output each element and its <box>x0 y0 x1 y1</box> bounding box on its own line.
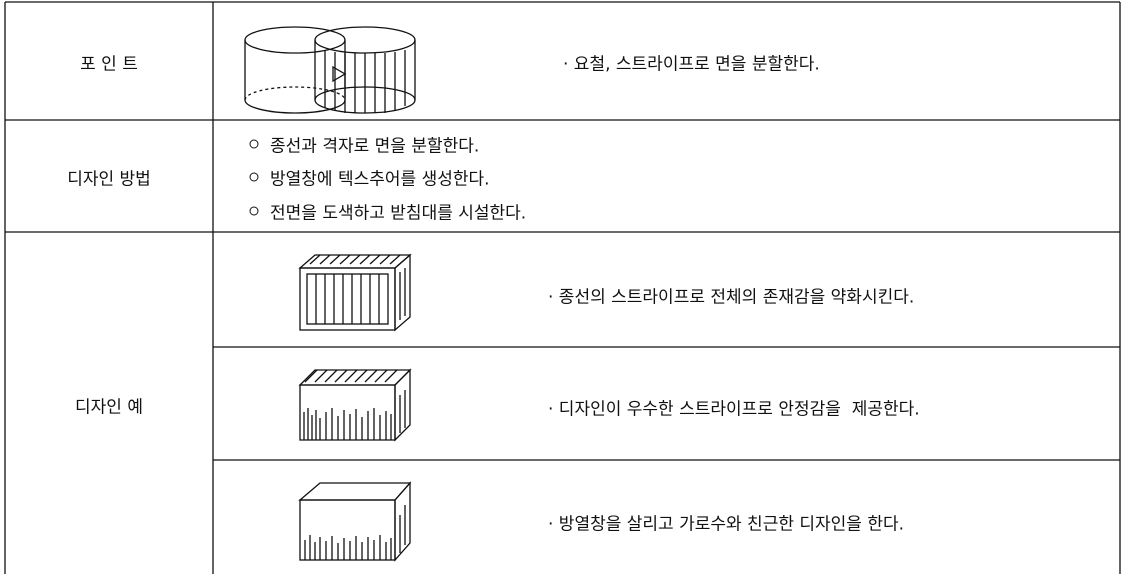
arrow <box>332 65 347 83</box>
example-text: · 디자인이 우수한 스트라이프로 안정감을 제공한다. <box>548 399 920 420</box>
box-plain <box>298 481 412 562</box>
row-header: 디자인 방법 <box>67 169 151 190</box>
box-hatched <box>298 368 412 442</box>
cylinder-striped <box>314 26 416 114</box>
example-text: · 종선의 스트라이프로 전체의 존재감을 약화시킨다. <box>548 287 915 308</box>
row-header: 포 인 트 <box>80 54 138 75</box>
example-text: · 방열창을 살리고 가로수와 친근한 디자인을 한다. <box>548 514 905 535</box>
bullet <box>249 139 259 149</box>
row-header: 디자인 예 <box>75 397 143 418</box>
bullet <box>249 206 259 216</box>
method-item: 종선과 격자로 면을 분할한다. <box>270 136 480 157</box>
method-item: 방열창에 텍스추어를 생성한다. <box>270 169 490 190</box>
point-text: · 요철, 스트라이프로 면을 분할한다. <box>563 54 820 75</box>
cylinder-plain <box>244 26 346 114</box>
bullet <box>249 172 259 182</box>
method-item: 전면을 도색하고 받침대를 시설한다. <box>270 203 527 224</box>
box-striped <box>298 253 412 332</box>
